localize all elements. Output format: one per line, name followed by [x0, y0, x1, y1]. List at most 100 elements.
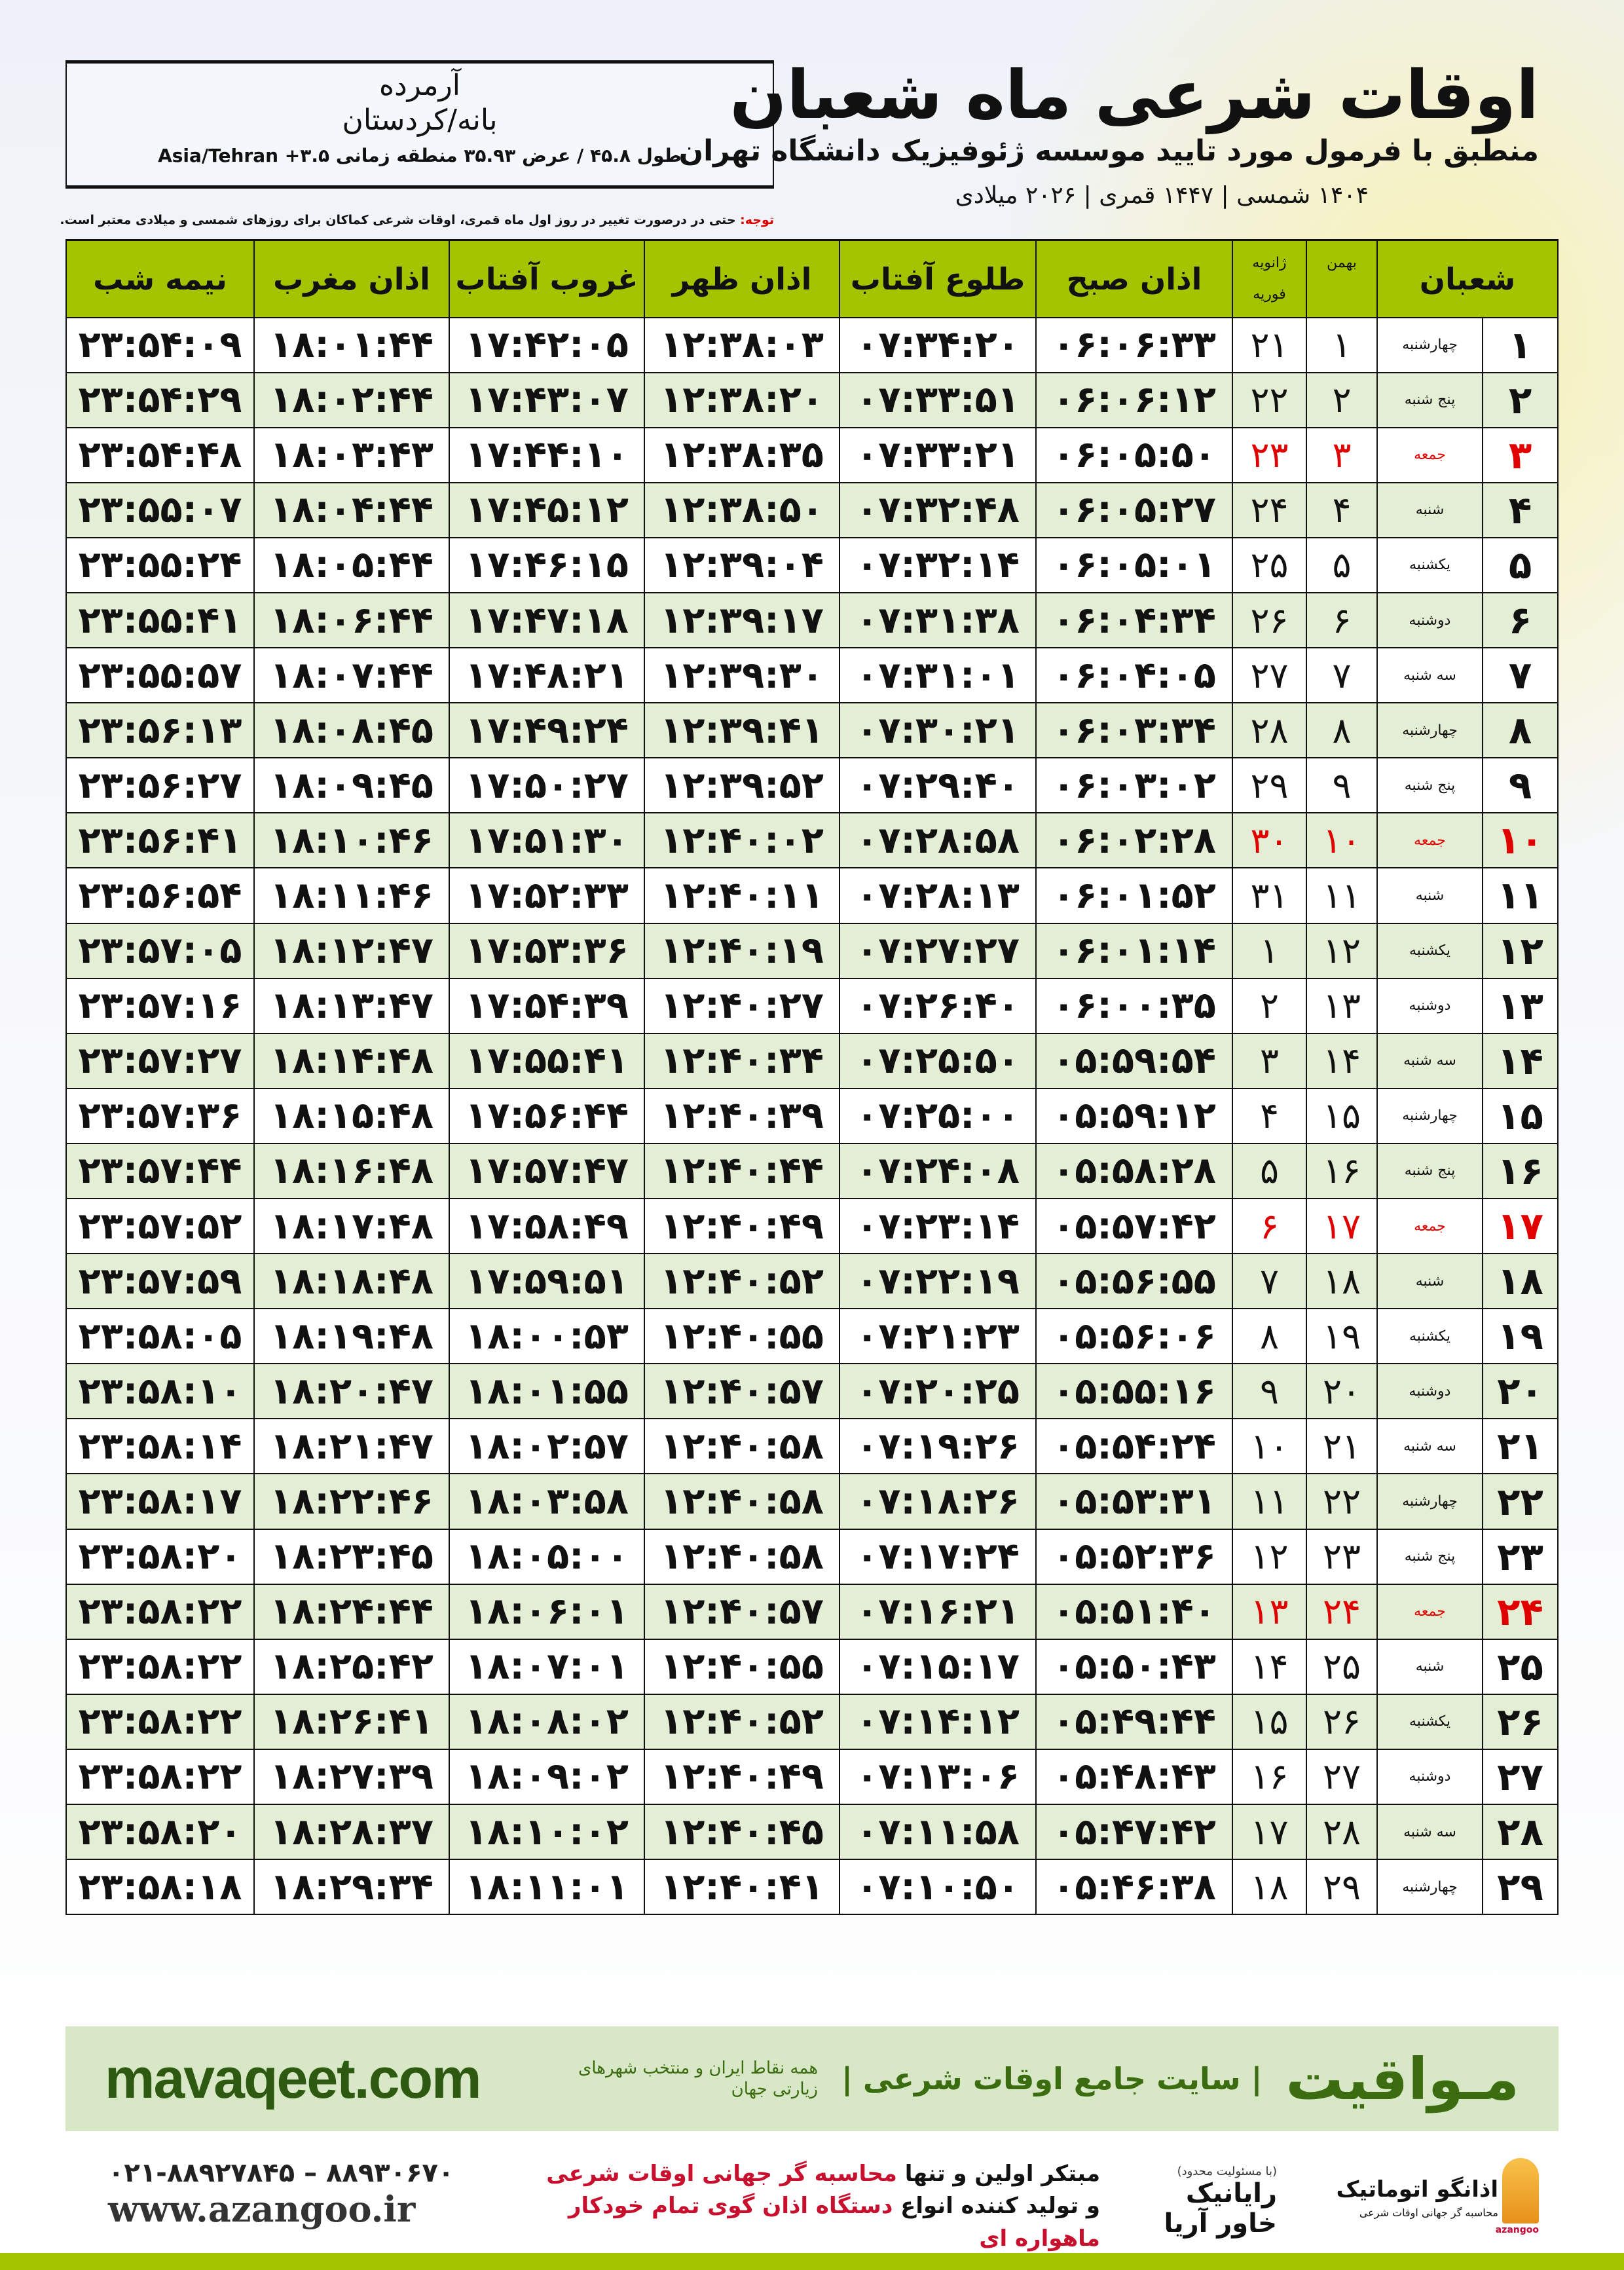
table-row: ۷ سه شنبه ۷ ۲۷ ۰۶:۰۴:۰۵ ۰۷:۳۱:۰۱ ۱۲:۳۹:۳۰ ۱۷:۴۸…: [65, 647, 1559, 704]
cell-weekday: دوشنبه: [1376, 1748, 1484, 1806]
cell-weekday: پنج شنبه: [1376, 757, 1484, 814]
cell-maghrib: ۱۸:۲۶:۴۱: [253, 1693, 450, 1750]
cell-sunset: ۱۸:۰۲:۵۷: [449, 1418, 645, 1475]
cell-dhuhr: ۱۲:۴۰:۴۹: [644, 1748, 840, 1806]
cell-fajr: ۰۶:۰۱:۵۲: [1035, 867, 1233, 924]
cell-fajr: ۰۶:۰۶:۳۳: [1035, 316, 1233, 373]
location-coords: طول ۴۵.۸ / عرض ۳۵.۹۳ منطقه زمانی ۳.۵+ As…: [158, 145, 682, 166]
cell-bahman-day: ۲۸: [1306, 1804, 1378, 1861]
cell-sunset: ۱۷:۴۸:۲۱: [449, 647, 645, 704]
cell-sunset: ۱۷:۵۸:۴۹: [449, 1197, 645, 1255]
cell-dhuhr: ۱۲:۴۰:۵۲: [644, 1253, 840, 1310]
cell-shaban-day: ۲۹: [1482, 1859, 1559, 1916]
cell-weekday: جمعه: [1376, 426, 1484, 483]
cell-weekday: شنبه: [1376, 1253, 1484, 1310]
cell-bahman-day: ۲۵: [1306, 1638, 1378, 1695]
cell-weekday: پنج شنبه: [1376, 1142, 1484, 1200]
cell-midnight: ۲۳:۵۶:۲۷: [65, 757, 255, 814]
table-row: ۲۳ پنج شنبه ۲۳ ۱۲ ۰۵:۵۲:۳۶ ۰۷:۱۷:۲۴ ۱۲:۴۰:۵۸ ۱۸…: [65, 1528, 1559, 1585]
cell-sunrise: ۰۷:۳۳:۵۱: [839, 371, 1037, 428]
cell-fajr: ۰۵:۴۸:۴۳: [1035, 1748, 1233, 1806]
cell-bahman-day: ۲: [1306, 371, 1378, 428]
cell-sunrise: ۰۷:۱۵:۱۷: [839, 1638, 1037, 1695]
cell-shaban-day: ۱۷: [1482, 1197, 1559, 1255]
cell-shaban-day: ۲۶: [1482, 1693, 1559, 1750]
cell-bahman-day: ۵: [1306, 536, 1378, 593]
cell-bahman-day: ۱۹: [1306, 1308, 1378, 1365]
cell-weekday: سه شنبه: [1376, 647, 1484, 704]
cell-gregorian-day: ۲۵: [1232, 536, 1307, 593]
cell-sunset: ۱۸:۰۶:۰۱: [449, 1583, 645, 1640]
cell-gregorian-day: ۲۲: [1232, 371, 1307, 428]
azangoo-link[interactable]: www.azangoo.ir: [108, 2188, 416, 2230]
cell-gregorian-day: ۶: [1232, 1197, 1307, 1255]
cell-maghrib: ۱۸:۱۴:۴۸: [253, 1032, 450, 1089]
table-row: ۳ جمعه ۳ ۲۳ ۰۶:۰۵:۵۰ ۰۷:۳۳:۲۱ ۱۲:۳۸:۳۵ ۱۷:۴۴:۱۰…: [65, 426, 1559, 483]
cell-sunset: ۱۷:۵۱:۳۰: [449, 812, 645, 869]
table-row: ۱۶ پنج شنبه ۱۶ ۵ ۰۵:۵۸:۲۸ ۰۷:۲۴:۰۸ ۱۲:۴۰:۴۴ ۱۷:…: [65, 1142, 1559, 1200]
cell-dhuhr: ۱۲:۳۸:۰۳: [644, 316, 840, 373]
cell-sunrise: ۰۷:۱۷:۲۴: [839, 1528, 1037, 1585]
table-row: ۵ یکشنبه ۵ ۲۵ ۰۶:۰۵:۰۱ ۰۷:۳۲:۱۴ ۱۲:۳۹:۰۴ ۱۷:۴۶:…: [65, 536, 1559, 593]
cell-gregorian-day: ۵: [1232, 1142, 1307, 1200]
cell-dhuhr: ۱۲:۴۰:۵۷: [644, 1583, 840, 1640]
cell-sunrise: ۰۷:۲۰:۲۵: [839, 1363, 1037, 1420]
azangoo-logo-sub: محاسبه گر جهانی اوقات شرعی: [1359, 2206, 1498, 2219]
cell-sunrise: ۰۷:۳۴:۲۰: [839, 316, 1037, 373]
note-label: توجه:: [740, 213, 774, 227]
cell-midnight: ۲۳:۵۸:۰۵: [65, 1308, 255, 1365]
cell-sunrise: ۰۷:۱۳:۰۶: [839, 1748, 1037, 1806]
cell-weekday: شنبه: [1376, 1638, 1484, 1695]
table-row: ۱۰ جمعه ۱۰ ۳۰ ۰۶:۰۲:۲۸ ۰۷:۲۸:۵۸ ۱۲:۴۰:۰۲ ۱۷:۵۱:…: [65, 812, 1559, 869]
cell-bahman-day: ۲۶: [1306, 1693, 1378, 1750]
cell-weekday: جمعه: [1376, 1197, 1484, 1255]
cell-midnight: ۲۳:۵۷:۴۴: [65, 1142, 255, 1200]
cell-dhuhr: ۱۲:۳۸:۳۵: [644, 426, 840, 483]
table-row: ۲۸ سه شنبه ۲۸ ۱۷ ۰۵:۴۷:۴۲ ۰۷:۱۱:۵۸ ۱۲:۴۰:۴۵ ۱۸:…: [65, 1804, 1559, 1861]
header-fajr: اذان صبح: [1035, 239, 1233, 318]
cell-midnight: ۲۳:۵۴:۴۸: [65, 426, 255, 483]
cell-fajr: ۰۶:۰۶:۱۲: [1035, 371, 1233, 428]
cell-bahman-day: ۱۸: [1306, 1253, 1378, 1310]
cell-maghrib: ۱۸:۲۱:۴۷: [253, 1418, 450, 1475]
cell-bahman-day: ۲۴: [1306, 1583, 1378, 1640]
table-row: ۲۷ دوشنبه ۲۷ ۱۶ ۰۵:۴۸:۴۳ ۰۷:۱۳:۰۶ ۱۲:۴۰:۴۹ ۱۸:۰…: [65, 1748, 1559, 1806]
cell-fajr: ۰۵:۴۹:۴۴: [1035, 1693, 1233, 1750]
cell-sunrise: ۰۷:۲۱:۲۳: [839, 1308, 1037, 1365]
cell-sunset: ۱۸:۱۰:۰۲: [449, 1804, 645, 1861]
site-link[interactable]: mavaqeet.com: [105, 2047, 482, 2110]
cell-sunset: ۱۸:۰۳:۵۸: [449, 1473, 645, 1530]
cell-weekday: دوشنبه: [1376, 977, 1484, 1034]
table-row: ۱ چهارشنبه ۱ ۲۱ ۰۶:۰۶:۳۳ ۰۷:۳۴:۲۰ ۱۲:۳۸:۰۳ ۱۷:۴…: [65, 316, 1559, 373]
cell-bahman-day: ۱۱: [1306, 867, 1378, 924]
table-row: ۱۲ یکشنبه ۱۲ ۱ ۰۶:۰۱:۱۴ ۰۷:۲۷:۲۷ ۱۲:۴۰:۱۹ ۱۷:۵۳…: [65, 922, 1559, 979]
cell-weekday: جمعه: [1376, 1583, 1484, 1640]
cell-bahman-day: ۲۷: [1306, 1748, 1378, 1806]
promo-line1-b: محاسبه گر جهانی اوقات شرعی: [546, 2161, 897, 2187]
cell-bahman-day: ۱۰: [1306, 812, 1378, 869]
cell-fajr: ۰۵:۴۷:۴۲: [1035, 1804, 1233, 1861]
cell-bahman-day: ۹: [1306, 757, 1378, 814]
cell-gregorian-day: ۱۵: [1232, 1693, 1307, 1750]
cell-gregorian-day: ۲: [1232, 977, 1307, 1034]
cell-shaban-day: ۱۶: [1482, 1142, 1559, 1200]
cell-gregorian-day: ۱۰: [1232, 1418, 1307, 1475]
cell-gregorian-day: ۳: [1232, 1032, 1307, 1089]
cell-gregorian-day: ۳۱: [1232, 867, 1307, 924]
cell-maghrib: ۱۸:۰۸:۴۵: [253, 702, 450, 759]
cell-maghrib: ۱۸:۰۳:۴۳: [253, 426, 450, 483]
cell-sunrise: ۰۷:۲۴:۰۸: [839, 1142, 1037, 1200]
azangoo-logo-text: اذانگو اتوماتیک: [1336, 2176, 1498, 2203]
cell-fajr: ۰۵:۵۰:۴۳: [1035, 1638, 1233, 1695]
cell-fajr: ۰۵:۵۴:۲۴: [1035, 1418, 1233, 1475]
cell-midnight: ۲۳:۵۸:۲۲: [65, 1583, 255, 1640]
cell-dhuhr: ۱۲:۴۰:۲۷: [644, 977, 840, 1034]
cell-dhuhr: ۱۲:۳۹:۴۱: [644, 702, 840, 759]
cell-fajr: ۰۵:۴۶:۳۸: [1035, 1859, 1233, 1916]
cell-fajr: ۰۶:۰۵:۲۷: [1035, 481, 1233, 538]
cell-gregorian-day: ۱۸: [1232, 1859, 1307, 1916]
cell-fajr: ۰۶:۰۱:۱۴: [1035, 922, 1233, 979]
table-row: ۲۰ دوشنبه ۲۰ ۹ ۰۵:۵۵:۱۶ ۰۷:۲۰:۲۵ ۱۲:۴۰:۵۷ ۱۸:۰۱…: [65, 1363, 1559, 1420]
cell-sunset: ۱۷:۴۵:۱۲: [449, 481, 645, 538]
table-row: ۱۱ شنبه ۱۱ ۳۱ ۰۶:۰۱:۵۲ ۰۷:۲۸:۱۳ ۱۲:۴۰:۱۱ ۱۷:۵۲:…: [65, 867, 1559, 924]
